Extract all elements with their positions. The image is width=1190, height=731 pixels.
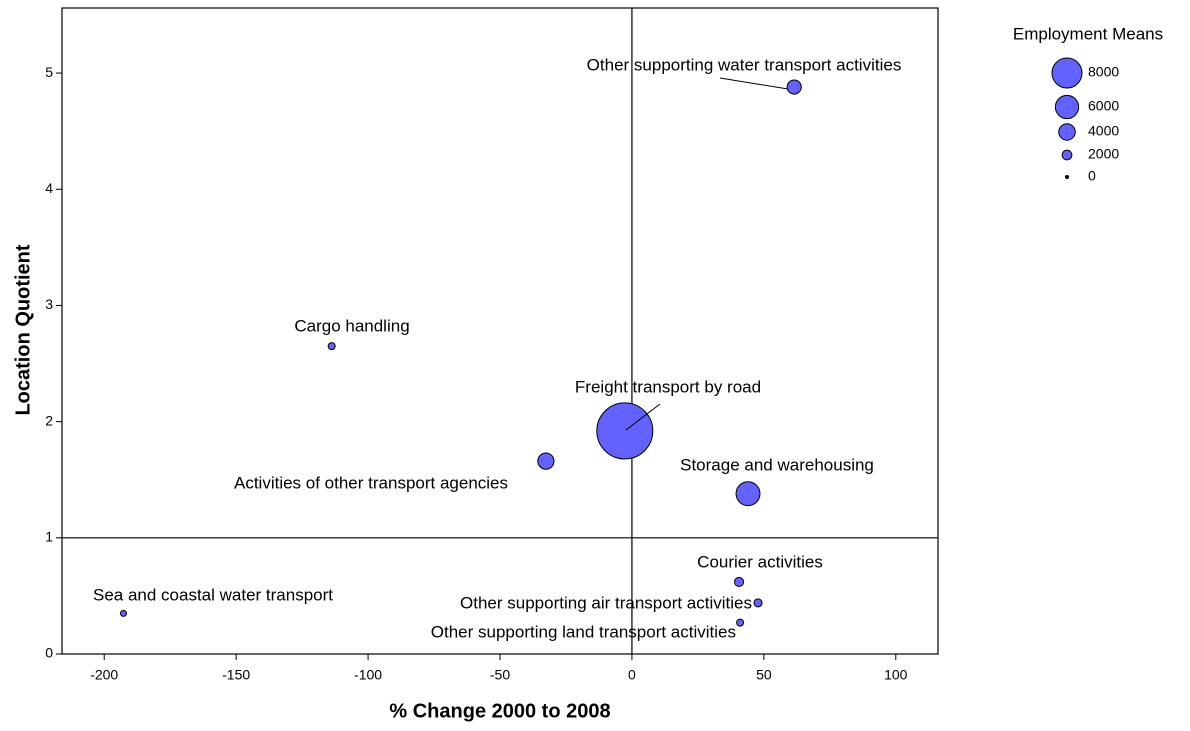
legend-label: 2000 xyxy=(1088,146,1119,162)
y-tick-label: 1 xyxy=(45,529,53,545)
y-tick-label: 5 xyxy=(45,64,53,80)
bubble xyxy=(753,598,763,608)
leader-line xyxy=(625,403,661,431)
point-label: Storage and warehousing xyxy=(680,455,874,474)
x-tick-label: 0 xyxy=(628,667,636,683)
legend-bubble xyxy=(1054,94,1080,120)
point-label: Freight transport by road xyxy=(575,377,761,396)
plot-frame xyxy=(61,7,939,655)
legend-bubble xyxy=(1051,57,1083,89)
legend-title: Employment Means xyxy=(1013,24,1163,43)
x-tick-label: -100 xyxy=(354,667,382,683)
legend-label: 0 xyxy=(1088,168,1096,184)
bubble xyxy=(537,452,555,470)
bubble xyxy=(734,576,745,588)
x-tick-label: 100 xyxy=(884,667,908,683)
legend-label: 8000 xyxy=(1088,64,1119,80)
point-label: Other supporting water transport activit… xyxy=(587,55,902,74)
legend-bubble xyxy=(1065,175,1069,179)
x-axis-title: % Change 2000 to 2008 xyxy=(389,700,610,722)
x-tick-label: -150 xyxy=(222,667,250,683)
y-tick-label: 3 xyxy=(45,296,53,312)
legend-bubble xyxy=(1058,123,1076,141)
legend-bubble xyxy=(1061,149,1073,161)
y-axis-title: Location Quotient xyxy=(12,244,34,415)
point-label: Activities of other transport agencies xyxy=(234,473,508,492)
y-tick-label: 4 xyxy=(45,180,53,196)
leader-line xyxy=(719,77,789,90)
bubble xyxy=(736,618,745,627)
legend-label: 4000 xyxy=(1088,123,1119,139)
x-tick-label: 50 xyxy=(756,667,772,683)
bubble xyxy=(735,481,761,507)
point-label: Other supporting land transport activiti… xyxy=(431,622,736,641)
x-tick-label: -200 xyxy=(90,667,118,683)
y-tick-label: 0 xyxy=(45,645,53,661)
y-tick-label: 2 xyxy=(45,412,53,428)
legend-label: 6000 xyxy=(1088,98,1119,114)
bubble xyxy=(596,402,654,460)
point-label: Courier activities xyxy=(697,552,823,571)
point-label: Cargo handling xyxy=(294,316,409,335)
bubble xyxy=(119,609,127,617)
bubble xyxy=(786,79,802,95)
point-label: Sea and coastal water transport xyxy=(93,585,333,604)
point-label: Other supporting air transport activitie… xyxy=(460,593,752,612)
bubble xyxy=(327,342,336,351)
x-tick-label: -50 xyxy=(490,667,510,683)
